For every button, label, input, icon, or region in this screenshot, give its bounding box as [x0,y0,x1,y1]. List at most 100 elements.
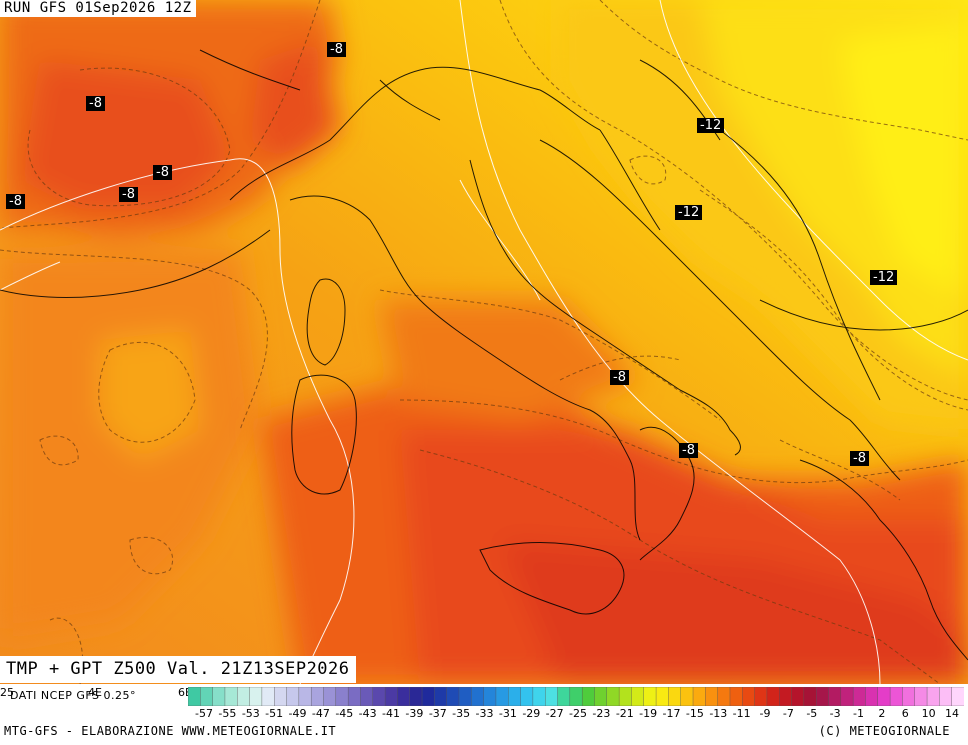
colorbar-swatch [742,687,756,706]
colorbar-swatch [286,687,300,706]
colorbar-swatch [188,687,202,706]
colorbar-tick: -27 [545,707,564,720]
colorbar-swatch [384,687,399,706]
colorbar-tick: -17 [662,707,681,720]
colorbar-tick: -23 [592,707,611,720]
colorbar-swatch [828,687,842,706]
colorbar-tick: -41 [382,707,400,720]
colorbar-swatch [803,687,817,706]
colorbar-tick: -29 [522,707,541,720]
colorbar-tick: -9 [759,707,771,720]
colorbar-tick: -1 [853,707,864,720]
colorbar-swatch [581,687,596,706]
colorbar-swatch [495,687,509,706]
colorbar-tick: -37 [428,707,447,720]
colorbar-swatch [347,687,362,706]
colorbar-swatch [877,687,891,706]
colorbar-tick: -7 [782,707,794,720]
colorbar-tick: -31 [498,707,517,720]
footer-copyright: (C) METEOGIORNALE [818,724,950,738]
colorbar-swatch [446,687,460,706]
colorbar-swatch [754,687,768,706]
temperature-label: -8 [86,96,105,111]
colorbar-tick: -11 [732,707,751,720]
temperature-label: -8 [610,370,629,385]
colorbar-swatch [335,687,349,706]
isotherms [0,0,968,684]
run-title: RUN GFS 01Sep2026 12Z [0,0,196,17]
colorbar-tick: -49 [288,707,307,720]
colorbar-swatch [310,687,325,706]
colorbar-swatch [594,687,608,706]
colorbar-swatch [483,687,497,706]
left-tick: 4E [88,686,102,699]
colorbar-swatch [212,687,226,706]
colorbar-swatch [729,687,743,706]
colorbar-swatch [200,687,214,706]
colorbar-tick: 6 [901,707,909,720]
colorbar-tick: -33 [475,707,494,720]
colorbar-swatch [618,687,633,706]
colorbar-swatch [914,687,928,706]
colorbar-tick: -51 [265,707,284,720]
colorbar-tick: 10 [921,707,936,720]
colorbar-swatch [237,687,251,706]
colorbar-swatch [298,687,312,706]
colorbar-swatch [532,687,546,706]
colorbar-ticks: -57 -55 -53 -51 -49 -47 -45 -43 -41 -39 -37 -35 -33-… [188,707,964,723]
colorbar-swatch [705,687,719,706]
colorbar-swatch [717,687,731,706]
colorbar-tick: -25 [569,707,587,720]
cold-region-northeast [560,0,968,430]
colorbar-tick: -57 [195,707,213,720]
colorbar-swatch [557,687,571,706]
colorbar-swatch [655,687,670,706]
colorbar-swatch [249,687,263,706]
temperature-label: -8 [679,443,698,458]
temperature-label: -8 [327,42,346,57]
colorbar-swatch [458,687,473,706]
colorbar-tick: -15 [685,707,704,720]
colorbar-tick: -19 [639,707,658,720]
temperature-label: -8 [6,194,25,209]
colorbar-tick: -5 [806,707,818,720]
colorbar-tick: -45 [335,707,354,720]
colorbar-swatch [791,687,805,706]
colorbar-swatch [692,687,707,706]
colorbar-tick: -53 [241,707,260,720]
colorbar-swatch [889,687,904,706]
colorbar-swatch [606,687,620,706]
colorbar-swatch [939,687,953,706]
colorbar-tick: -43 [358,707,377,720]
colorbar-tick: -55 [218,707,237,720]
colorbar-swatch [508,687,522,706]
colorbar-tick: -35 [452,707,471,720]
colorbar [188,687,964,706]
colorbar-swatch [471,687,485,706]
weather-map [0,0,968,684]
temperature-label: -12 [870,270,898,285]
temperature-label: -8 [119,187,138,202]
colorbar-swatch [569,687,583,706]
colorbar-swatch [421,687,436,706]
colorbar-swatch [668,687,682,706]
colorbar-swatch [643,687,657,706]
colorbar-swatch [360,687,374,706]
temperature-label: -12 [675,205,703,220]
temperature-label: -8 [850,451,869,466]
colorbar-swatch [520,687,534,706]
colorbar-swatch [545,687,559,706]
colorbar-tick: -47 [311,707,330,720]
left-tick: 25 [0,686,14,699]
temperature-label: -12 [697,118,725,133]
colorbar-swatch [815,687,830,706]
colorbar-swatch [840,687,854,706]
colorbar-swatch [409,687,423,706]
colorbar-swatch [852,687,867,706]
colorbar-swatch [274,687,288,706]
colorbar-tick: 14 [945,707,959,720]
colorbar-swatch [323,687,337,706]
data-source: DATI NCEP GFS 0.25° [10,689,137,702]
colorbar-swatch [372,687,386,706]
colorbar-swatch [902,687,916,706]
